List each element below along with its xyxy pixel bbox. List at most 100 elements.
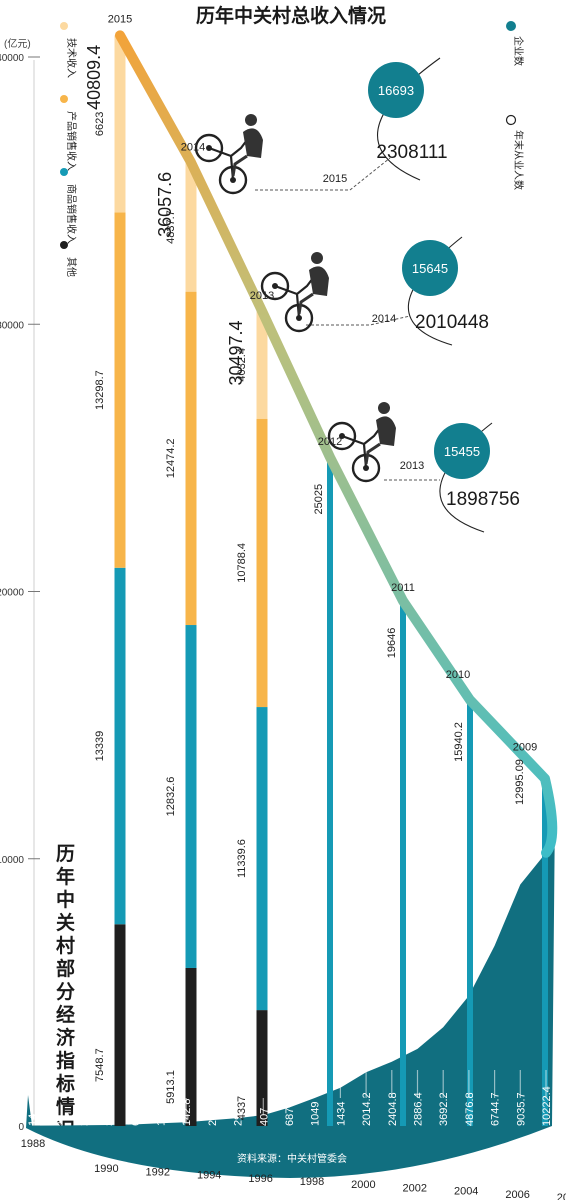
leader-2015 [255,157,391,191]
value-label: 407 [258,1108,270,1126]
bubble-year-2015: 2015 [323,173,347,185]
stack-label-product-2015: 13298.7 [94,370,106,410]
stack-other-2014 [185,967,197,1126]
legend-marker-3 [60,241,68,249]
line-year-2010: 2010 [446,669,470,681]
stack-product-2014 [185,291,197,626]
total-label-2010: 15940.2 [453,722,465,762]
total-label-2009: 12995.09 [514,759,526,805]
value-label: 6744.7 [490,1092,502,1126]
value-label: 25 [78,1114,90,1126]
total-label-2015: 40809.4 [84,45,104,110]
value-label: 100 [156,1108,168,1126]
total-pole-2009 [542,778,548,1126]
y-tick-label: 40000 [0,53,24,64]
legend-circle-label-1: 年末从业人数 [512,130,525,190]
bubble-year-2013: 2013 [400,460,424,472]
value-label: 2404.8 [387,1092,399,1126]
value-label: 17 [53,1114,65,1126]
stack-label-commodity-2014: 12832.6 [165,777,177,817]
cyclist-icon-2015 [194,114,263,195]
stack-label-tech-2013: 4032.4 [236,348,248,382]
value-label: 4876.8 [464,1092,476,1126]
legend-circle-label-0: 企业数 [512,36,525,66]
x-tick-label: 2008 [557,1192,566,1200]
line-year-2011: 2011 [391,582,415,594]
total-income-line [115,30,558,858]
value-label: 1434 [335,1102,347,1126]
value-label: 2886.4 [413,1092,425,1126]
legend-label-3: 其他 [65,257,78,277]
x-tick-label: 2006 [505,1189,529,1200]
total-label-2011: 19646 [386,628,398,659]
stack-label-product-2014: 12474.2 [165,438,177,478]
income-area [26,808,555,1178]
stack-other-2013 [256,1010,268,1126]
leader-2014 [306,315,411,326]
cyclist-icon-2014 [260,252,329,333]
stack-label-other-2015: 7548.7 [94,1048,106,1082]
value-label: 219.5 [207,1098,219,1126]
y-tick-label: 30000 [0,320,24,331]
stack-product-2015 [114,212,126,568]
company-count-2014: 15645 [412,261,448,276]
x-tick-label: 1988 [21,1138,45,1150]
stack-tech-2013 [256,310,268,419]
legend-label-1: 产品销售收入 [65,111,78,171]
company-count-2013: 15455 [444,444,480,459]
source-note: 资料来源：中关村管委会 [237,1152,347,1165]
total-pole-2011 [400,600,406,1126]
stack-label-other-2013: 4337 [236,1096,248,1120]
total-pole-2010 [467,699,473,1126]
stack-label-tech-2015: 6623 [94,112,106,136]
x-tick-label: 1990 [94,1163,118,1175]
employee-count-2015: 2308111 [376,142,447,163]
x-tick-label: 1998 [300,1176,324,1188]
y-tick-label: 0 [18,1122,24,1133]
value-label: 3692.2 [438,1092,450,1126]
line-year-2009: 2009 [513,742,537,754]
company-circle-2014 [402,240,458,296]
total-label-2013: 30497.4 [226,320,246,385]
x-tick-label: 1996 [248,1173,272,1185]
chart-title: 历年中关村总收入情况 [196,5,387,27]
stack-commodity-2014 [185,625,197,968]
company-count-2015: 16693 [378,83,414,98]
x-tick-label: 2000 [351,1179,375,1191]
legend-marker-0 [60,22,68,30]
line-year-2014: 2014 [181,141,205,153]
stack-label-commodity-2013: 11339.6 [236,839,248,878]
value-label: 2014.2 [361,1092,373,1126]
stack-product-2013 [256,418,268,708]
legend-marker-1 [60,95,68,103]
y-tick-label: 20000 [0,588,24,599]
bubble-year-2014: 2014 [372,313,396,325]
legend-marker-2 [60,168,68,176]
value-label: 37 [104,1114,116,1126]
value-label: 142.8 [181,1098,193,1126]
stack-label-other-2014: 5913.1 [165,1070,177,1104]
legend-label-2: 商品销售收入 [65,184,78,244]
legend-company-marker [506,21,516,31]
x-tick-label: 1994 [197,1170,221,1182]
stack-label-commodity-2015: 13339 [94,731,106,762]
value-label: 10222.4 [541,1086,553,1126]
value-label: 9035.7 [515,1092,527,1126]
value-label: 14 [27,1114,39,1126]
stack-other-2015 [114,924,126,1126]
line-year-2015: 2015 [108,13,132,25]
stack-commodity-2013 [256,707,268,1011]
total-label-2012: 25025 [313,484,325,515]
y-axis-unit: (亿元) [4,37,31,50]
stack-tech-2015 [114,35,126,213]
legend-employee-marker [505,114,517,126]
company-circle-2015 [368,62,424,118]
stack-label-product-2013: 10788.4 [236,543,248,583]
value-label: 297.4 [233,1098,245,1126]
total-pole-2012 [327,457,333,1126]
x-tick-label: 1992 [146,1166,170,1178]
value-label: 1049 [310,1102,322,1126]
legend-label-0: 技术收入 [65,38,78,78]
employee-count-2013: 1898756 [446,489,520,510]
employee-count-2014: 2010448 [415,312,489,333]
